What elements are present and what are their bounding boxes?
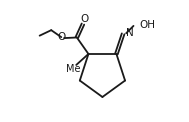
Text: OH: OH bbox=[139, 20, 155, 30]
Text: O: O bbox=[57, 32, 65, 42]
Text: Me: Me bbox=[66, 64, 81, 74]
Text: N: N bbox=[126, 28, 134, 38]
Text: O: O bbox=[80, 14, 88, 24]
